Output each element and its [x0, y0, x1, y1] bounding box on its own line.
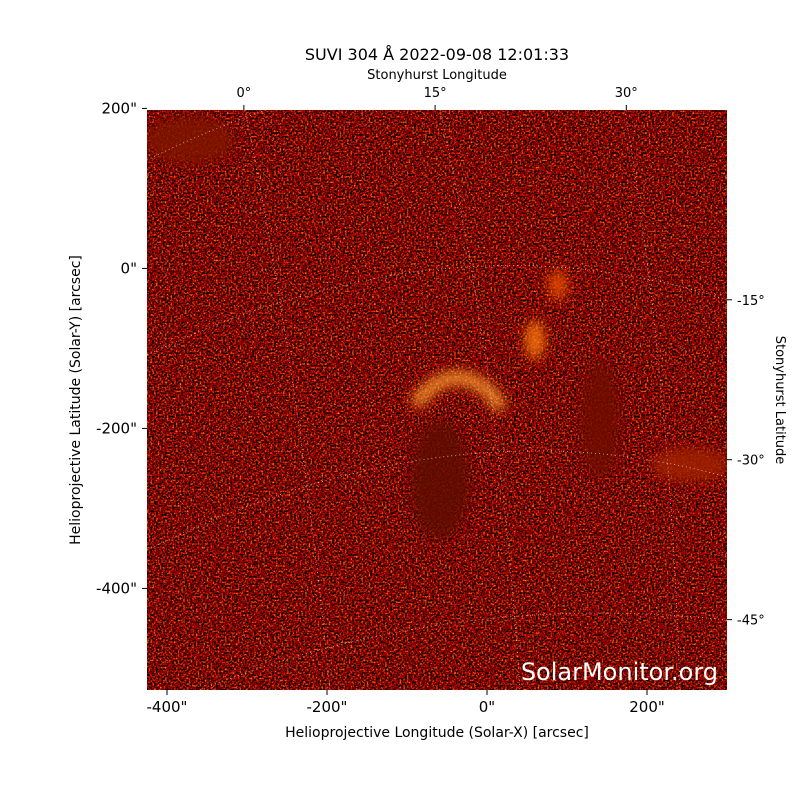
y-tick-label: 200" [101, 99, 137, 117]
y-tick-label: -200" [96, 419, 137, 437]
y2-tick-label: -45° [737, 614, 765, 629]
x-tick-label: -200" [307, 698, 348, 716]
chart-title: SUVI 304 Å 2022-09-08 12:01:33 [305, 45, 569, 64]
x-tick-label: 200" [629, 698, 665, 716]
y2-tick-label: -30° [737, 454, 765, 469]
y-axis-label: Helioprojective Latitude (Solar-Y) [arcs… [68, 255, 84, 545]
x2-tick-label: 30° [615, 86, 638, 101]
solar-image [147, 110, 727, 690]
x2-tick-label: 15° [424, 86, 447, 101]
image-noise [147, 110, 727, 690]
x-tick-label: 0" [479, 698, 495, 716]
x2-tick-label: 0° [236, 86, 251, 101]
y-tick-label: -400" [96, 579, 137, 597]
x-tick-label: -400" [147, 698, 188, 716]
watermark: SolarMonitor.org [521, 658, 718, 686]
coordinate-grid [147, 110, 727, 690]
y-tick-label: 0" [121, 259, 137, 277]
y2-tick-label: -15° [737, 294, 765, 309]
x-axis-label: Helioprojective Longitude (Solar-X) [arc… [285, 725, 589, 741]
bright-regions [147, 115, 727, 540]
x2-axis-label: Stonyhurst Longitude [367, 68, 507, 83]
y2-axis-label: Stonyhurst Latitude [772, 336, 787, 465]
